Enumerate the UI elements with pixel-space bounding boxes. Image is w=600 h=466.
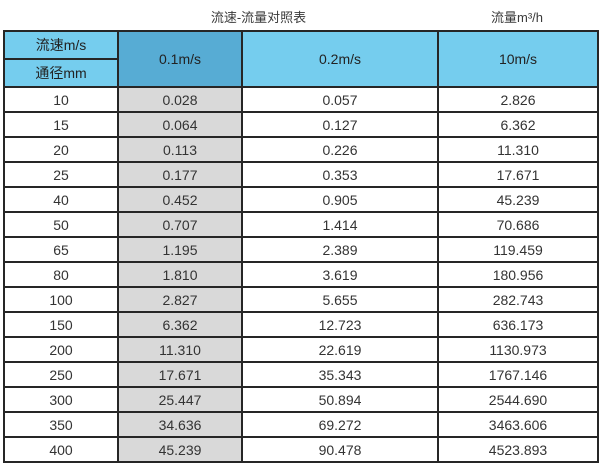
flow-value-cell-0.2ms: 3.619 <box>241 261 439 288</box>
flow-value-cell-0.1ms: 0.452 <box>117 186 243 213</box>
table-row: 20 0.113 0.226 11.310 <box>3 136 599 163</box>
table-row: 40 0.452 0.905 45.239 <box>3 186 599 213</box>
titlebar: 流速-流量对照表 流量m³/h <box>0 0 600 30</box>
corner-cell-velocity: 流速m/s <box>3 30 119 60</box>
flow-value-cell-0.2ms: 0.353 <box>241 161 439 188</box>
flow-value-cell-0.1ms: 34.636 <box>117 411 243 438</box>
diameter-cell: 80 <box>3 261 119 288</box>
flow-value-cell-10ms: 180.956 <box>437 261 599 288</box>
flow-value-cell-0.1ms: 0.028 <box>117 86 243 113</box>
flow-value-cell-0.2ms: 12.723 <box>241 311 439 338</box>
diameter-cell: 400 <box>3 436 119 463</box>
flow-unit-label: 流量m³/h <box>490 10 543 25</box>
flow-value-cell-10ms: 4523.893 <box>437 436 599 463</box>
diameter-cell: 65 <box>3 236 119 263</box>
flow-value-cell-0.2ms: 69.272 <box>241 411 439 438</box>
table-row: 80 1.810 3.619 180.956 <box>3 261 599 288</box>
flow-value-cell-0.1ms: 25.447 <box>117 386 243 413</box>
column-header-10ms: 10m/s <box>437 30 599 88</box>
flow-value-cell-0.2ms: 5.655 <box>241 286 439 313</box>
table-title: 流速-流量对照表 <box>210 10 307 25</box>
flow-value-cell-10ms: 70.686 <box>437 211 599 238</box>
flow-value-cell-0.1ms: 45.239 <box>117 436 243 463</box>
flow-value-cell-10ms: 45.239 <box>437 186 599 213</box>
table-row: 400 45.239 90.478 4523.893 <box>3 436 599 463</box>
flow-value-cell-0.2ms: 22.619 <box>241 336 439 363</box>
table-row: 100 2.827 5.655 282.743 <box>3 286 599 313</box>
flow-value-cell-0.1ms: 2.827 <box>117 286 243 313</box>
flow-value-cell-10ms: 6.362 <box>437 111 599 138</box>
column-header-0.1ms: 0.1m/s <box>117 30 243 88</box>
table-row: 10 0.028 0.057 2.826 <box>3 86 599 113</box>
diameter-cell: 20 <box>3 136 119 163</box>
table-row: 65 1.195 2.389 119.459 <box>3 236 599 263</box>
table-row: 50 0.707 1.414 70.686 <box>3 211 599 238</box>
table-row: 250 17.671 35.343 1767.146 <box>3 361 599 388</box>
diameter-cell: 50 <box>3 211 119 238</box>
flow-value-cell-10ms: 11.310 <box>437 136 599 163</box>
flow-value-cell-10ms: 1130.973 <box>437 336 599 363</box>
flow-value-cell-0.2ms: 2.389 <box>241 236 439 263</box>
diameter-cell: 200 <box>3 336 119 363</box>
flow-value-cell-10ms: 2.826 <box>437 86 599 113</box>
corner-cell-diameter: 通径mm <box>3 58 119 88</box>
flow-value-cell-0.1ms: 11.310 <box>117 336 243 363</box>
table-row: 150 6.362 12.723 636.173 <box>3 311 599 338</box>
diameter-cell: 10 <box>3 86 119 113</box>
flow-value-cell-10ms: 17.671 <box>437 161 599 188</box>
diameter-cell: 300 <box>3 386 119 413</box>
flow-value-cell-0.2ms: 0.905 <box>241 186 439 213</box>
table-body: 10 0.028 0.057 2.826 15 0.064 0.127 6.36… <box>3 86 599 463</box>
flow-value-cell-0.2ms: 0.127 <box>241 111 439 138</box>
flow-value-cell-0.2ms: 0.226 <box>241 136 439 163</box>
flow-value-cell-10ms: 636.173 <box>437 311 599 338</box>
table-row: 300 25.447 50.894 2544.690 <box>3 386 599 413</box>
diameter-cell: 150 <box>3 311 119 338</box>
flow-value-cell-0.1ms: 6.362 <box>117 311 243 338</box>
flow-value-cell-0.1ms: 0.064 <box>117 111 243 138</box>
flow-value-cell-0.2ms: 90.478 <box>241 436 439 463</box>
table-row: 200 11.310 22.619 1130.973 <box>3 336 599 363</box>
flow-value-cell-0.1ms: 0.707 <box>117 211 243 238</box>
column-header-0.2ms: 0.2m/s <box>241 30 439 88</box>
table-header: 流速m/s 0.1m/s 0.2m/s 10m/s 通径mm <box>3 30 599 88</box>
table-row: 25 0.177 0.353 17.671 <box>3 161 599 188</box>
flow-value-cell-0.2ms: 1.414 <box>241 211 439 238</box>
flow-value-cell-10ms: 119.459 <box>437 236 599 263</box>
table-row: 350 34.636 69.272 3463.606 <box>3 411 599 438</box>
flow-value-cell-0.2ms: 0.057 <box>241 86 439 113</box>
flow-value-cell-0.2ms: 50.894 <box>241 386 439 413</box>
flow-value-cell-10ms: 1767.146 <box>437 361 599 388</box>
diameter-cell: 250 <box>3 361 119 388</box>
flow-value-cell-0.1ms: 1.810 <box>117 261 243 288</box>
flow-value-cell-10ms: 3463.606 <box>437 411 599 438</box>
flow-value-cell-10ms: 282.743 <box>437 286 599 313</box>
diameter-cell: 350 <box>3 411 119 438</box>
diameter-cell: 40 <box>3 186 119 213</box>
table-row: 15 0.064 0.127 6.362 <box>3 111 599 138</box>
flow-rate-table: 流速m/s 0.1m/s 0.2m/s 10m/s 通径mm 10 0.028 … <box>3 30 599 463</box>
diameter-cell: 25 <box>3 161 119 188</box>
flow-value-cell-0.1ms: 0.113 <box>117 136 243 163</box>
flow-value-cell-0.1ms: 0.177 <box>117 161 243 188</box>
diameter-cell: 15 <box>3 111 119 138</box>
diameter-cell: 100 <box>3 286 119 313</box>
flow-value-cell-10ms: 2544.690 <box>437 386 599 413</box>
header-row-velocity: 流速m/s 0.1m/s 0.2m/s 10m/s <box>3 30 599 88</box>
flow-value-cell-0.2ms: 35.343 <box>241 361 439 388</box>
flow-value-cell-0.1ms: 1.195 <box>117 236 243 263</box>
flow-value-cell-0.1ms: 17.671 <box>117 361 243 388</box>
header-row-diameter: 通径mm <box>3 58 598 88</box>
